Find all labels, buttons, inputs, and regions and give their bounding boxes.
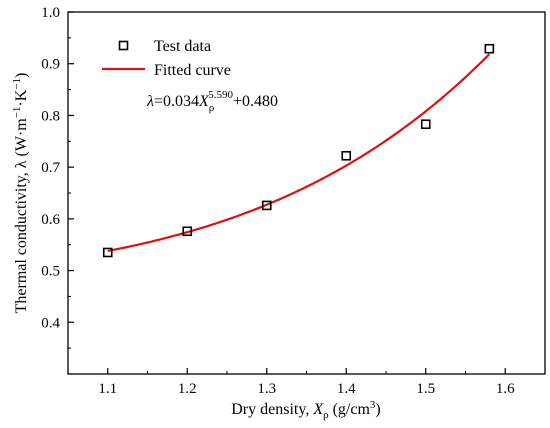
eq-var: X	[198, 93, 210, 110]
data-point	[261, 200, 272, 211]
x-label-unit-sup: 3	[370, 399, 376, 411]
y-tick-label: 0.9	[41, 57, 60, 73]
y-label-sup1: −1	[11, 107, 23, 119]
eq-lhs: λ	[146, 93, 154, 110]
fitted-curve-line	[107, 53, 491, 253]
y-tick-label: 0.4	[41, 315, 60, 331]
x-tick-labels: 1.1 1.2 1.3 1.4 1.5 1.6	[98, 381, 515, 397]
tick-marks	[68, 11, 506, 374]
data-point	[484, 43, 495, 54]
eq-sub: ρ	[209, 102, 215, 114]
y-label-text: Thermal conductivity, λ (W·m	[13, 118, 30, 314]
legend-label-fitted-curve: Fitted curve	[154, 62, 231, 79]
x-tick-label: 1.6	[496, 381, 515, 397]
data-point	[341, 150, 352, 161]
x-label-unit: (g/cm	[329, 401, 371, 418]
x-tick-label: 1.2	[178, 381, 197, 397]
y-tick-label: 0.6	[41, 212, 60, 228]
legend: Test data Fitted curve	[102, 38, 231, 79]
y-tick-label: 1.0	[41, 5, 60, 21]
x-tick-label: 1.5	[416, 381, 435, 397]
y-axis-title: Thermal conductivity, λ (W·m−1·K−1)	[11, 73, 30, 314]
legend-label-test-data: Test data	[154, 38, 211, 55]
data-point	[182, 226, 193, 237]
x-tick-label: 1.4	[337, 381, 356, 397]
fit-equation: λ=0.034Xρ5.590+0.480	[146, 89, 278, 114]
y-tick-labels: 0.4 0.5 0.6 0.7 0.8 0.9 1.0	[41, 5, 60, 331]
y-tick-label: 0.7	[41, 160, 60, 176]
x-axis-title: Dry density, Xρ (g/cm3)	[231, 399, 381, 421]
data-point	[102, 247, 113, 258]
x-tick-label: 1.1	[98, 381, 117, 397]
x-label-sub: ρ	[323, 409, 329, 421]
x-label-text: Dry density,	[231, 401, 313, 418]
x-label-var: X	[312, 401, 324, 418]
y-label-sup2: −1	[11, 78, 23, 90]
y-label-end: )	[13, 73, 30, 78]
eq-mid: =0.034	[154, 93, 199, 110]
test-data-series	[102, 43, 495, 258]
eq-sup: 5.590	[208, 89, 233, 101]
y-tick-label: 0.5	[41, 264, 60, 280]
x-label-unit-end: )	[375, 401, 380, 418]
y-tick-label: 0.8	[41, 108, 60, 124]
fitted-curve-series	[107, 53, 491, 253]
eq-tail: +0.480	[233, 93, 278, 110]
x-tick-label: 1.3	[257, 381, 276, 397]
y-label-mid: ·K	[13, 89, 30, 106]
data-point	[420, 119, 431, 130]
plot-frame	[67, 11, 546, 375]
legend-marker-test-data	[118, 40, 129, 51]
